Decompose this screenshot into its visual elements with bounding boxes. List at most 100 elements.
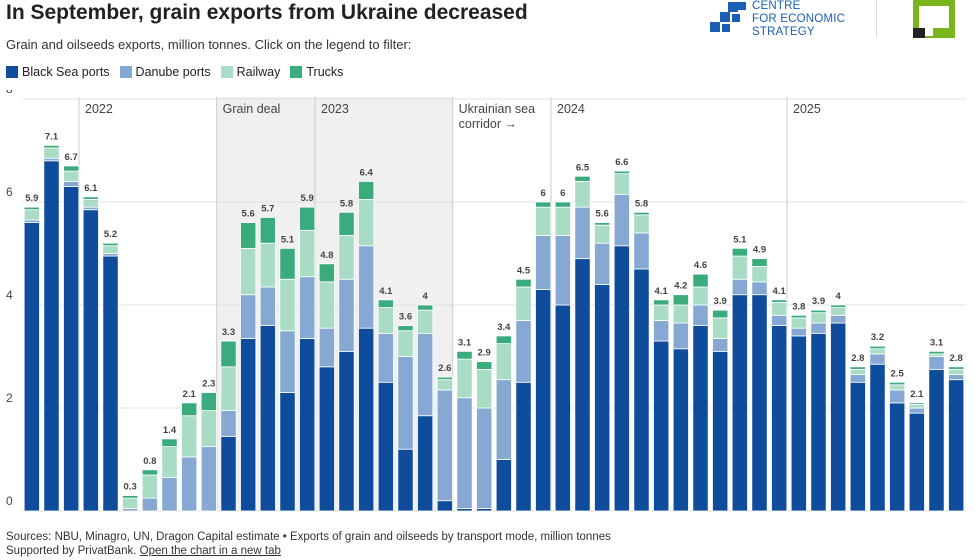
bar-segment: [633, 211, 650, 216]
total-label: 4.8: [320, 250, 333, 261]
bar-segment: [889, 402, 906, 512]
bar-segment: [751, 294, 768, 512]
bar-segment: [220, 340, 237, 368]
bar-segment: [63, 165, 80, 172]
bar-segment: [181, 456, 198, 512]
bar-segment: [731, 247, 748, 257]
total-label: 4.1: [773, 286, 787, 297]
bar-segment: [574, 206, 591, 260]
bar-segment: [535, 289, 552, 512]
logo-line: FOR ECONOMIC: [752, 13, 846, 25]
bar-segment: [358, 245, 375, 329]
bar-segment: [712, 350, 729, 512]
total-label: 3.4: [497, 322, 511, 333]
bar-segment: [849, 374, 866, 383]
bar-segment: [613, 193, 630, 247]
total-label: 2.6: [438, 363, 451, 374]
bar-segment: [889, 384, 906, 391]
bar-segment: [830, 304, 847, 308]
legend-label[interactable]: Trucks: [306, 65, 344, 79]
legend-swatch: [6, 66, 18, 78]
total-label: 4.1: [379, 286, 393, 297]
bar-segment: [653, 304, 670, 321]
bar-segment: [633, 268, 650, 512]
bar-segment: [377, 299, 394, 308]
bar-segment: [299, 206, 316, 231]
total-label: 2.1: [183, 389, 197, 400]
bar-segment: [574, 181, 591, 208]
bar-segment: [712, 309, 729, 319]
bar-segment: [633, 232, 650, 270]
total-label: 5.2: [104, 229, 117, 240]
total-label: 5.9: [25, 193, 38, 204]
bar-segment: [377, 381, 394, 512]
bar-segment: [771, 299, 788, 303]
total-label: 4: [836, 291, 842, 302]
y-tick-label: 8: [6, 90, 13, 96]
bar-segment: [830, 314, 847, 324]
legend-item[interactable]: Trucks: [290, 65, 343, 79]
bar-segment: [23, 209, 40, 221]
bar-segment: [889, 389, 906, 404]
bar-segment: [692, 304, 709, 327]
total-label: 3.8: [792, 301, 805, 312]
annotation: 2024: [557, 102, 585, 116]
bar-segment: [102, 245, 119, 254]
bar-segment: [594, 283, 611, 512]
total-label: 2.8: [950, 353, 963, 364]
bar-segment: [535, 235, 552, 290]
bar-segment: [436, 500, 453, 512]
open-link[interactable]: Open the chart in a new tab: [139, 545, 281, 557]
bar-segment: [259, 286, 276, 327]
chart-title: In September, grain exports from Ukraine…: [6, 1, 528, 24]
bar-segment: [495, 459, 512, 512]
total-label: 3.2: [871, 332, 884, 343]
legend-label[interactable]: Railway: [236, 65, 281, 79]
total-label: 3.9: [714, 296, 727, 307]
bar-segment: [633, 214, 650, 234]
bar-segment: [692, 325, 709, 512]
bar-segment: [948, 368, 965, 375]
bar-segment: [515, 381, 532, 512]
bar-segment: [122, 497, 139, 509]
legend-item[interactable]: Railway: [220, 65, 281, 79]
bar-segment: [476, 361, 493, 370]
bar-segment: [338, 211, 355, 236]
bar-segment: [535, 201, 552, 208]
total-label: 6: [541, 188, 546, 199]
bar-segment: [417, 304, 434, 311]
bar-segment: [318, 327, 335, 368]
total-label: 3.9: [812, 296, 825, 307]
bar-segment: [161, 438, 178, 448]
bar-segment: [495, 379, 512, 460]
total-label: 2.9: [478, 348, 491, 359]
y-tick-label: 0: [6, 494, 13, 508]
bar-segment: [712, 317, 729, 339]
bar-segment: [574, 258, 591, 512]
bar-segment: [43, 160, 60, 512]
total-label: 6.5: [576, 162, 590, 173]
total-label: 7.1: [45, 131, 59, 142]
total-label: 5.7: [261, 203, 274, 214]
legend-item[interactable]: Danube ports: [119, 65, 211, 79]
bar-segment: [928, 356, 945, 370]
bar-segment: [515, 286, 532, 321]
y-tick-label: 4: [6, 288, 13, 302]
bar-segment: [554, 201, 571, 208]
legend-label[interactable]: Danube ports: [135, 65, 211, 79]
bar-segment: [456, 350, 473, 360]
bar-segment: [613, 173, 630, 195]
bar-segment: [751, 265, 768, 283]
legend-item[interactable]: Black Sea ports: [6, 65, 110, 79]
bar-segment: [82, 196, 99, 200]
bar-segment: [338, 235, 355, 280]
bar-segment: [594, 242, 611, 285]
bar-segment: [908, 412, 925, 512]
bar-segment: [259, 325, 276, 512]
total-label: 5.6: [596, 209, 609, 220]
bar-segment: [790, 327, 807, 337]
legend-label[interactable]: Black Sea ports: [22, 65, 110, 79]
bar-segment: [299, 229, 316, 278]
bar-segment: [869, 363, 886, 512]
